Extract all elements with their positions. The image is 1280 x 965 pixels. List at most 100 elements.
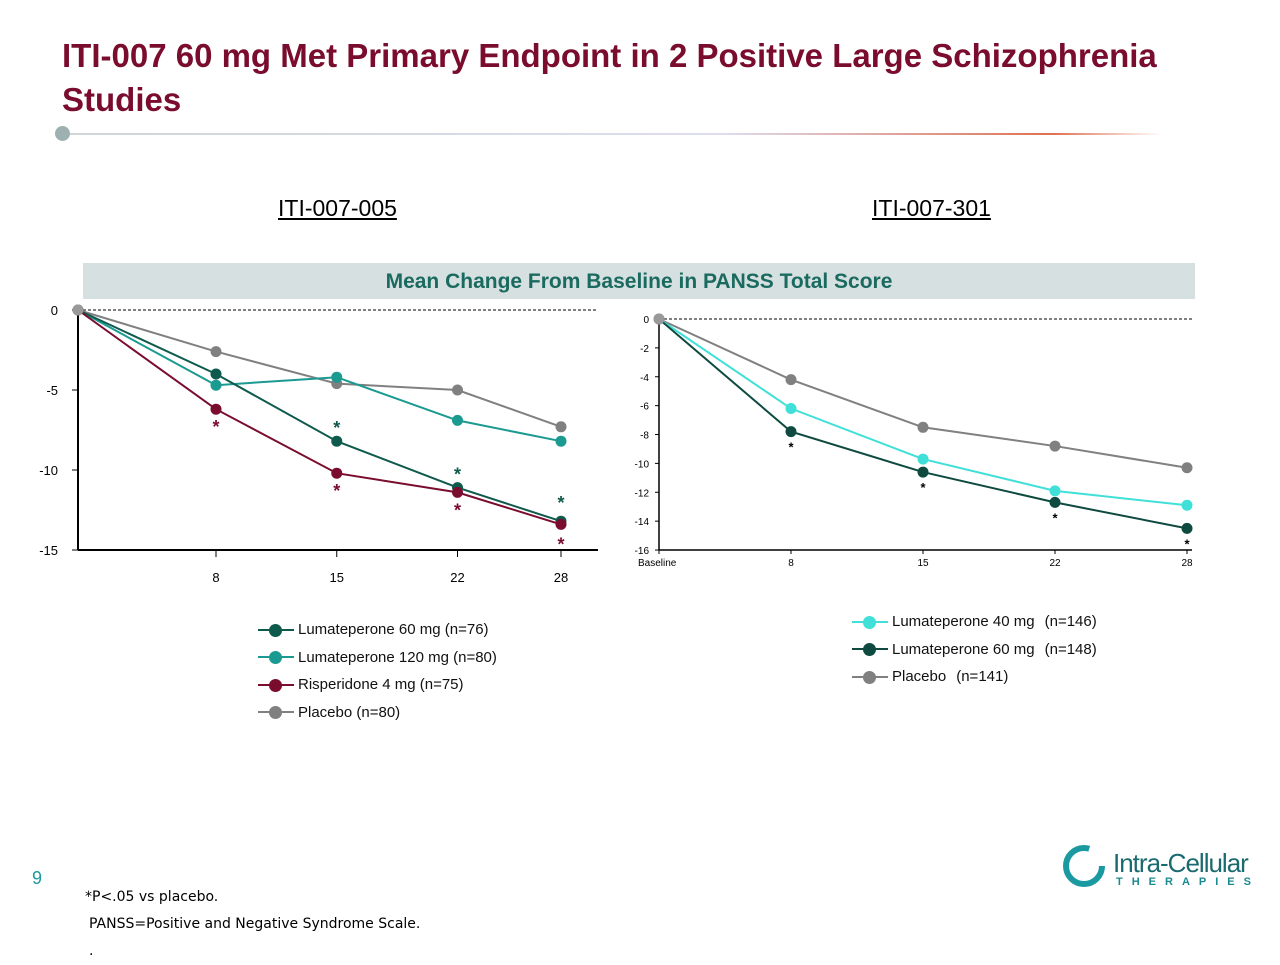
data-point	[653, 313, 665, 325]
y-tick-label: -2	[640, 344, 649, 355]
legend-n: (n=141)	[956, 668, 1009, 686]
series-line	[77, 309, 562, 428]
legend-item: Lumateperone 120 mg (n=80)	[258, 644, 497, 672]
x-tick-label: 15	[330, 570, 344, 585]
data-point	[210, 379, 222, 391]
significance-marker: *	[454, 465, 461, 485]
logo-name: Intra-Cellular	[1113, 848, 1249, 878]
significance-marker: *	[1184, 536, 1190, 551]
company-logo: Intra-Cellular THERAPIES	[1060, 842, 1251, 897]
data-point	[1181, 462, 1193, 474]
data-point	[1181, 499, 1193, 511]
footnote: PANSS=Positive and Negative Syndrome Sca…	[89, 916, 421, 932]
data-point	[452, 384, 463, 396]
y-tick-label: -10	[39, 463, 58, 478]
data-point	[72, 304, 84, 316]
legend-item: Placebo (n=141)	[852, 663, 1097, 691]
legend-marker	[258, 678, 294, 692]
legend-label: Lumateperone 60 mg (n=76)	[298, 621, 489, 639]
y-tick-label: -14	[635, 517, 650, 528]
legend-item: Lumateperone 40 mg (n=146)	[852, 608, 1097, 636]
y-tick-label: -12	[635, 488, 650, 499]
data-point	[555, 421, 567, 433]
data-point	[210, 403, 222, 415]
data-point	[555, 435, 567, 447]
data-point	[452, 486, 463, 498]
footnote: *P<.05 vs placebo.	[85, 889, 219, 905]
data-point	[555, 518, 567, 530]
x-tick-label: 28	[554, 570, 568, 585]
legend-item: Lumateperone 60 mg (n=76)	[258, 616, 497, 644]
footnotes: *P<.05 vs placebo. PANSS=Positive and Ne…	[85, 884, 420, 965]
legend-marker	[258, 651, 294, 665]
study-title-301: ITI-007-301	[872, 195, 991, 221]
series-line	[658, 318, 1188, 469]
x-tick-label: Baseline	[638, 558, 677, 569]
legend-n: (n=146)	[1044, 613, 1097, 631]
data-point	[210, 346, 222, 358]
data-point	[785, 374, 797, 386]
footnote: .	[89, 943, 94, 959]
legend-label: Risperidone 4 mg (n=75)	[298, 676, 464, 694]
legend-marker	[852, 643, 888, 657]
data-point	[917, 453, 929, 465]
legend-item: Placebo (n=80)	[258, 699, 497, 727]
logo-ring-icon	[1063, 845, 1105, 887]
series-line	[77, 309, 562, 526]
y-tick-label: -5	[46, 383, 58, 398]
series-line	[77, 309, 562, 443]
data-point	[1049, 440, 1061, 452]
series-line	[77, 309, 562, 523]
significance-marker: *	[454, 500, 461, 520]
legend-label: Lumateperone 40 mg	[892, 613, 1035, 631]
x-tick-label: 22	[1049, 558, 1061, 569]
legend-005: Lumateperone 60 mg (n=76) Lumateperone 1…	[258, 616, 497, 726]
y-tick-label: -6	[640, 402, 649, 413]
legend-marker	[258, 623, 294, 637]
study-title-005: ITI-007-005	[278, 195, 397, 221]
y-tick-label: -16	[635, 546, 650, 557]
bullet-dot	[55, 126, 70, 141]
data-point	[331, 467, 343, 479]
legend-marker	[258, 706, 294, 720]
legend-label: Placebo (n=80)	[298, 703, 401, 721]
legend-item: Lumateperone 60 mg (n=148)	[852, 636, 1097, 664]
significance-marker: *	[212, 417, 219, 437]
title-rule	[62, 133, 1162, 135]
significance-marker: *	[333, 418, 340, 438]
x-tick-label: 8	[212, 570, 219, 585]
y-tick-label: 0	[51, 303, 58, 318]
x-tick-label: 28	[1181, 558, 1193, 569]
chart-band-title: Mean Change From Baseline in PANSS Total…	[83, 263, 1195, 299]
data-point	[785, 426, 797, 438]
significance-marker: *	[557, 534, 564, 554]
x-tick-label: 8	[788, 558, 794, 569]
data-point	[331, 371, 343, 383]
y-tick-label: -4	[640, 373, 649, 384]
legend-label: Lumateperone 60 mg	[892, 640, 1035, 658]
significance-marker: *	[333, 481, 340, 501]
data-point	[785, 403, 797, 415]
data-point	[917, 466, 929, 478]
significance-marker: *	[788, 440, 794, 455]
legend-marker	[852, 615, 888, 629]
significance-marker: *	[557, 493, 564, 513]
y-tick-label: 0	[643, 315, 649, 326]
x-tick-label: 15	[917, 558, 929, 569]
data-point	[331, 435, 343, 447]
legend-301: Lumateperone 40 mg (n=146) Lumateperone 6…	[852, 608, 1097, 691]
y-tick-label: -8	[640, 431, 649, 442]
y-tick-label: -10	[635, 459, 650, 470]
y-tick-label: -15	[39, 543, 58, 558]
significance-marker: *	[920, 480, 926, 495]
significance-marker: *	[1052, 510, 1058, 525]
logo-sub: THERAPIES	[1116, 876, 1260, 888]
data-point	[1049, 496, 1061, 508]
data-point	[1049, 485, 1061, 497]
slide-title: ITI-007 60 mg Met Primary Endpoint in 2 …	[62, 37, 1157, 118]
legend-marker	[852, 670, 888, 684]
data-point	[1181, 522, 1193, 534]
legend-label: Placebo	[892, 668, 947, 686]
page-number: 9	[32, 868, 43, 888]
